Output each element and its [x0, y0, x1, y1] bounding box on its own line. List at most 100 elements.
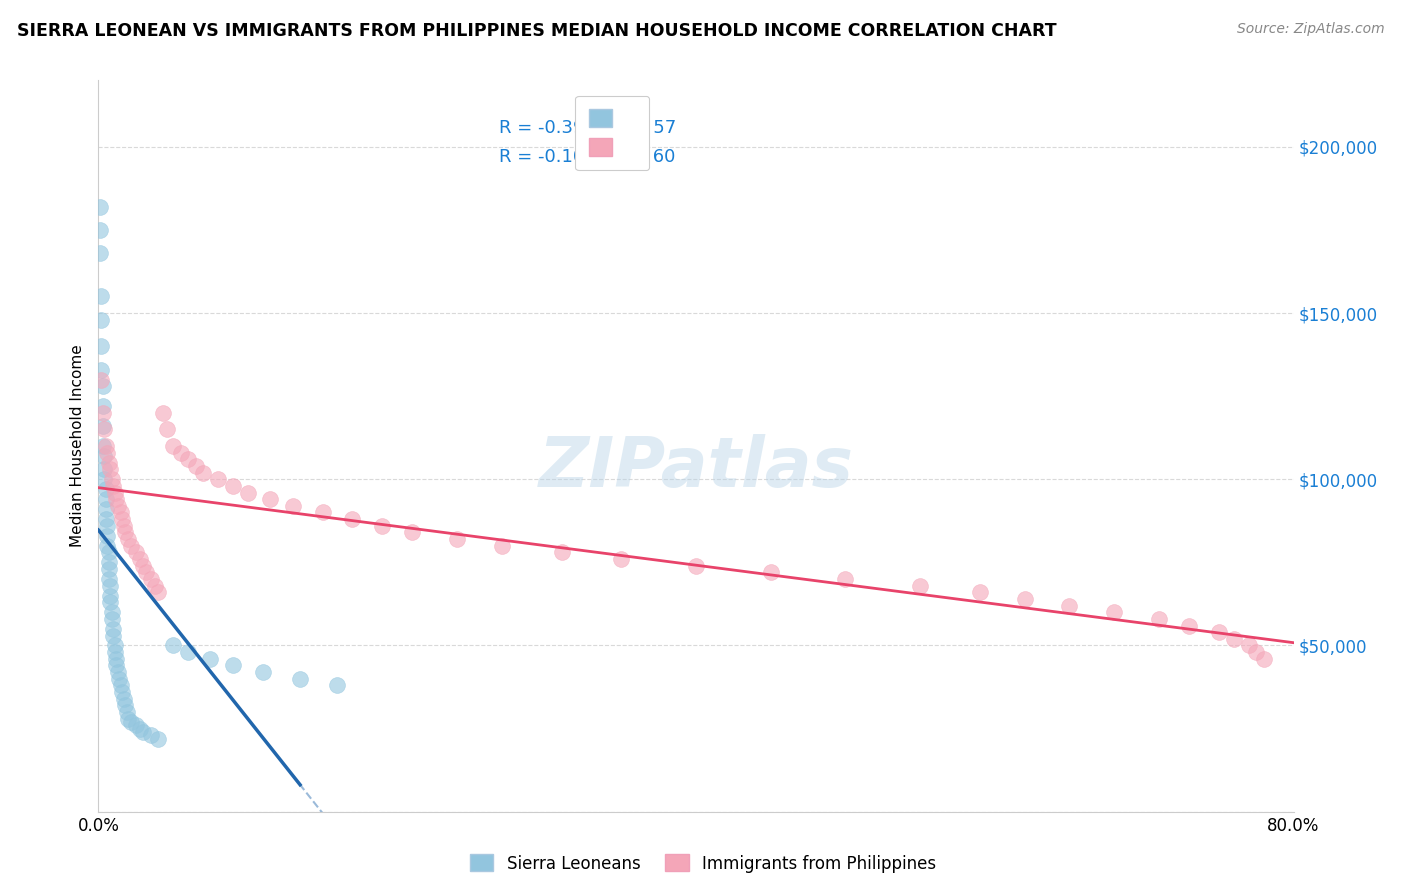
Point: [117, 712, 139, 726]
Point: [162, 439, 184, 453]
Legend: Sierra Leoneans, Immigrants from Philippines: Sierra Leoneans, Immigrants from Philipp…: [463, 847, 943, 880]
Point: [97, 545, 120, 559]
Point: [222, 479, 245, 493]
Point: [114, 698, 136, 713]
Point: [207, 472, 229, 486]
Text: Source: ZipAtlas.com: Source: ZipAtlas.com: [1237, 22, 1385, 37]
Text: SIERRA LEONEAN VS IMMIGRANTS FROM PHILIPPINES MEDIAN HOUSEHOLD INCOME CORRELATIO: SIERRA LEONEAN VS IMMIGRANTS FROM PHILIP…: [17, 22, 1056, 40]
Point: [1059, 599, 1081, 613]
Point: [107, 499, 129, 513]
Point: [132, 558, 155, 573]
Point: [91, 439, 114, 453]
Point: [103, 622, 125, 636]
Point: [288, 672, 311, 686]
Point: [111, 512, 134, 526]
Point: [125, 718, 148, 732]
Point: [111, 685, 134, 699]
Point: [685, 558, 707, 573]
Point: [105, 652, 128, 666]
Point: [610, 552, 633, 566]
Point: [1223, 632, 1246, 646]
Point: [152, 406, 174, 420]
Point: [326, 678, 349, 692]
Point: [129, 552, 152, 566]
Point: [908, 579, 931, 593]
Point: [90, 312, 112, 326]
Point: [97, 456, 120, 470]
Point: [98, 462, 122, 476]
Point: [107, 665, 129, 679]
Point: [1237, 639, 1260, 653]
Point: [259, 492, 281, 507]
Point: [342, 512, 364, 526]
Point: [117, 532, 139, 546]
Point: [129, 722, 152, 736]
Point: [98, 589, 122, 603]
Point: [103, 628, 125, 642]
Point: [969, 585, 991, 599]
Point: [191, 466, 214, 480]
Point: [108, 672, 131, 686]
Point: [162, 639, 184, 653]
Point: [94, 492, 117, 507]
Point: [90, 372, 112, 386]
Point: [91, 379, 114, 393]
Text: R = -0.395   N = 57: R = -0.395 N = 57: [499, 119, 676, 136]
Point: [135, 566, 157, 580]
Point: [101, 612, 124, 626]
Point: [120, 539, 142, 553]
Point: [177, 452, 200, 467]
Point: [91, 419, 114, 434]
Point: [98, 579, 122, 593]
Point: [222, 658, 245, 673]
Point: [89, 200, 111, 214]
Point: [491, 539, 513, 553]
Point: [112, 691, 135, 706]
Point: [311, 506, 333, 520]
Point: [114, 525, 136, 540]
Point: [90, 339, 112, 353]
Point: [93, 422, 115, 436]
Point: [371, 518, 394, 533]
Point: [148, 585, 170, 599]
Point: [1244, 645, 1267, 659]
Point: [252, 665, 274, 679]
Point: [94, 502, 117, 516]
Point: [132, 725, 155, 739]
Point: [1253, 652, 1275, 666]
Point: [139, 572, 162, 586]
Point: [90, 362, 112, 376]
Point: [1104, 605, 1126, 619]
Point: [97, 555, 120, 569]
Point: [1014, 591, 1036, 606]
Point: [1208, 625, 1230, 640]
Point: [91, 406, 114, 420]
Point: [1178, 618, 1201, 632]
Point: [125, 545, 148, 559]
Point: [177, 645, 200, 659]
Point: [105, 658, 128, 673]
Point: [834, 572, 856, 586]
Point: [1147, 612, 1170, 626]
Point: [184, 458, 207, 473]
Point: [96, 518, 118, 533]
Point: [759, 566, 782, 580]
Point: [120, 714, 142, 729]
Point: [550, 545, 572, 559]
Point: [101, 605, 124, 619]
Point: [89, 246, 111, 260]
Point: [110, 506, 132, 520]
Point: [94, 482, 117, 496]
Point: [93, 449, 115, 463]
Point: [104, 639, 127, 653]
Point: [96, 445, 118, 459]
Point: [200, 652, 222, 666]
Point: [110, 678, 132, 692]
Point: [236, 485, 259, 500]
Point: [103, 479, 125, 493]
Point: [104, 645, 127, 659]
Point: [89, 223, 111, 237]
Point: [94, 439, 117, 453]
Text: ZIPatlas: ZIPatlas: [538, 434, 853, 501]
Point: [93, 462, 115, 476]
